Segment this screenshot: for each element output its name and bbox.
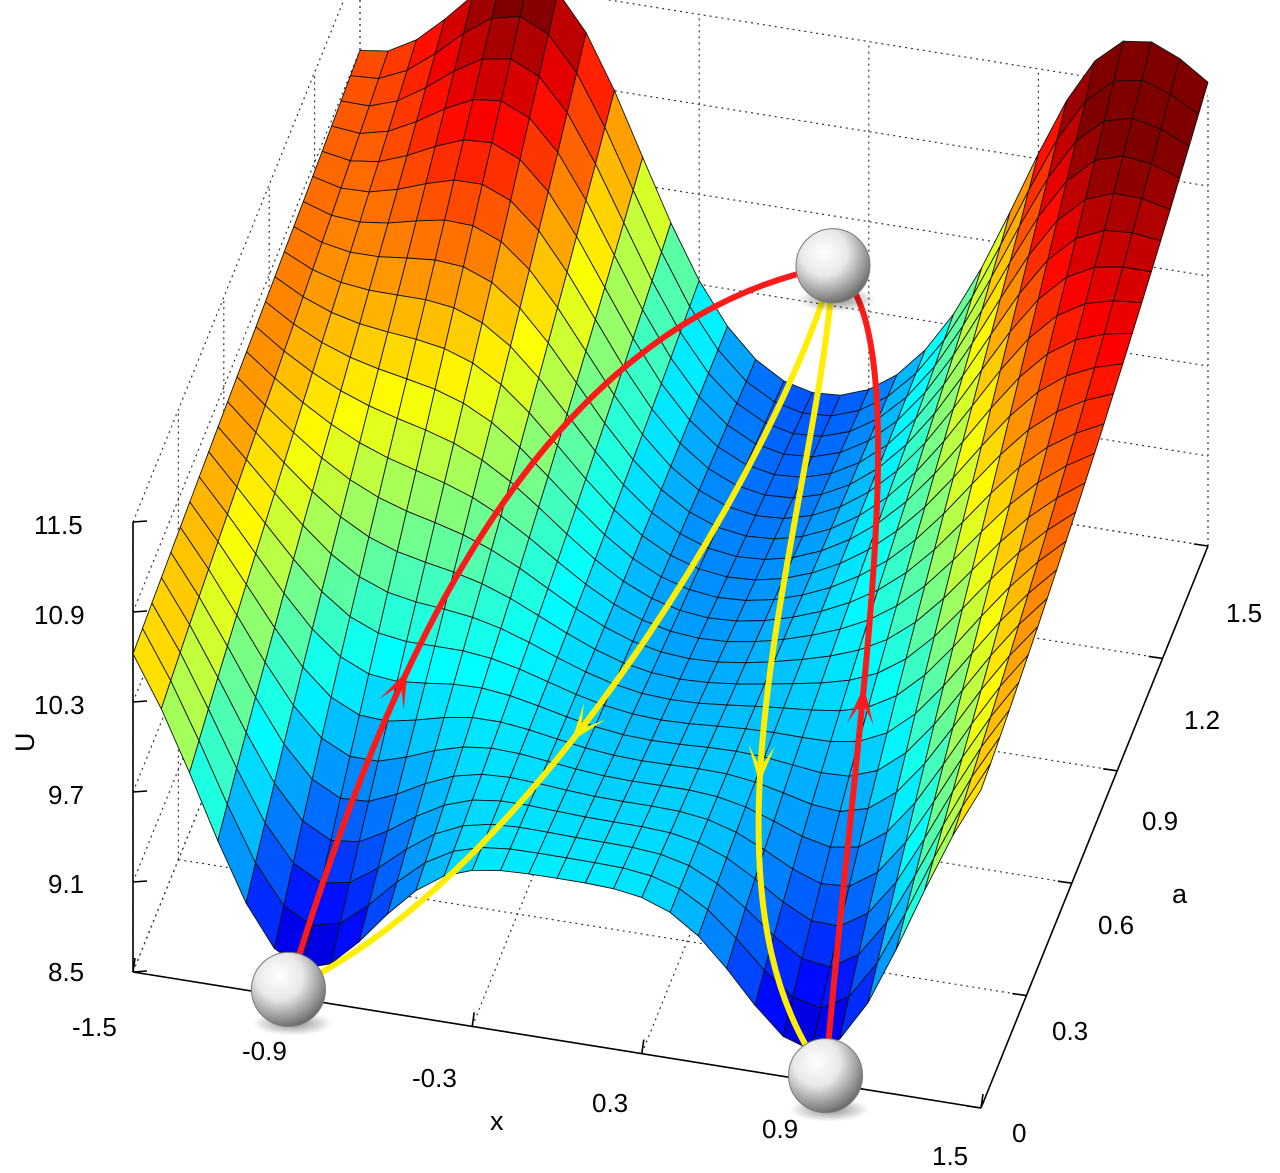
x-axis-label: x xyxy=(490,1106,504,1136)
ball-marker xyxy=(250,951,326,1027)
u-tick-label: 11.5 xyxy=(34,510,83,540)
u-tick-label: 9.7 xyxy=(48,780,84,810)
u-tick-label: 9.1 xyxy=(48,869,84,899)
u-axis-label: U xyxy=(10,733,40,753)
u-tick-mark xyxy=(132,970,148,973)
x-tick-label: -0.9 xyxy=(242,1036,287,1066)
red-path-left xyxy=(285,262,836,993)
a-tick-label: 0.3 xyxy=(1052,1016,1088,1046)
gridline xyxy=(132,0,345,523)
u-axis-ticks: 8.5 9.1 9.7 10.3 10.9 11.5 xyxy=(34,510,85,987)
a-tick-label: 1.2 xyxy=(1184,705,1220,735)
u-tick-mark xyxy=(132,790,148,793)
ball-markers xyxy=(250,228,877,1122)
u-tick-mark xyxy=(132,700,148,703)
x-tick-label: -0.3 xyxy=(412,1063,457,1093)
gridline xyxy=(132,49,361,613)
red-path-right xyxy=(822,262,882,1079)
u-tick-label: 10.9 xyxy=(34,600,85,630)
surface-mesh xyxy=(132,0,1209,1051)
x-tick-mark xyxy=(641,1039,645,1054)
gridline xyxy=(178,859,1027,997)
yellow-path-right xyxy=(755,262,836,1079)
path-arrow xyxy=(379,670,408,711)
u-tick-mark xyxy=(132,610,148,613)
a-axis-label: a xyxy=(1172,879,1188,909)
a-tick-label: 0.6 xyxy=(1098,910,1134,940)
surface-cell xyxy=(952,763,991,837)
a-tick-mark xyxy=(966,1105,982,1109)
u-tick-mark xyxy=(132,880,148,883)
trajectory-paths xyxy=(285,262,882,1079)
u-tick-label: 10.3 xyxy=(34,690,85,720)
path-arrow xyxy=(846,686,874,726)
ball-marker xyxy=(795,228,871,304)
x-tick-mark xyxy=(132,957,136,973)
u-tick-label: 8.5 xyxy=(48,957,84,987)
u-tick-mark xyxy=(132,520,148,523)
ball-marker xyxy=(788,1038,864,1114)
a-tick-mark xyxy=(1148,655,1163,660)
a-tick-mark xyxy=(1103,768,1118,772)
yellow-path-left xyxy=(285,262,836,993)
x-axis-ticks: -1.5 -0.9 -0.3 0.3 0.9 1.5 xyxy=(72,1012,968,1171)
a-tick-label: 1.5 xyxy=(1226,598,1262,628)
x-tick-label: 1.5 xyxy=(932,1141,968,1171)
a-tick-label: 0 xyxy=(1012,1118,1026,1148)
a-axis-line xyxy=(980,545,1209,1109)
gridline xyxy=(605,0,1209,97)
x-tick-label: -1.5 xyxy=(72,1012,117,1042)
x-tick-label: 0.9 xyxy=(762,1114,798,1144)
a-tick-mark xyxy=(1012,992,1027,997)
x-tick-label: 0.3 xyxy=(592,1088,628,1118)
x-tick-mark xyxy=(471,1012,475,1027)
x-tick-mark xyxy=(980,1093,984,1109)
path-arrow xyxy=(571,703,606,742)
a-tick-mark xyxy=(1193,543,1209,547)
a-axis-ticks: 0 0.3 0.6 0.9 1.2 1.5 xyxy=(1012,598,1262,1148)
path-arrow xyxy=(748,744,776,784)
a-tick-mark xyxy=(1057,880,1072,884)
a-tick-label: 0.9 xyxy=(1142,806,1178,836)
